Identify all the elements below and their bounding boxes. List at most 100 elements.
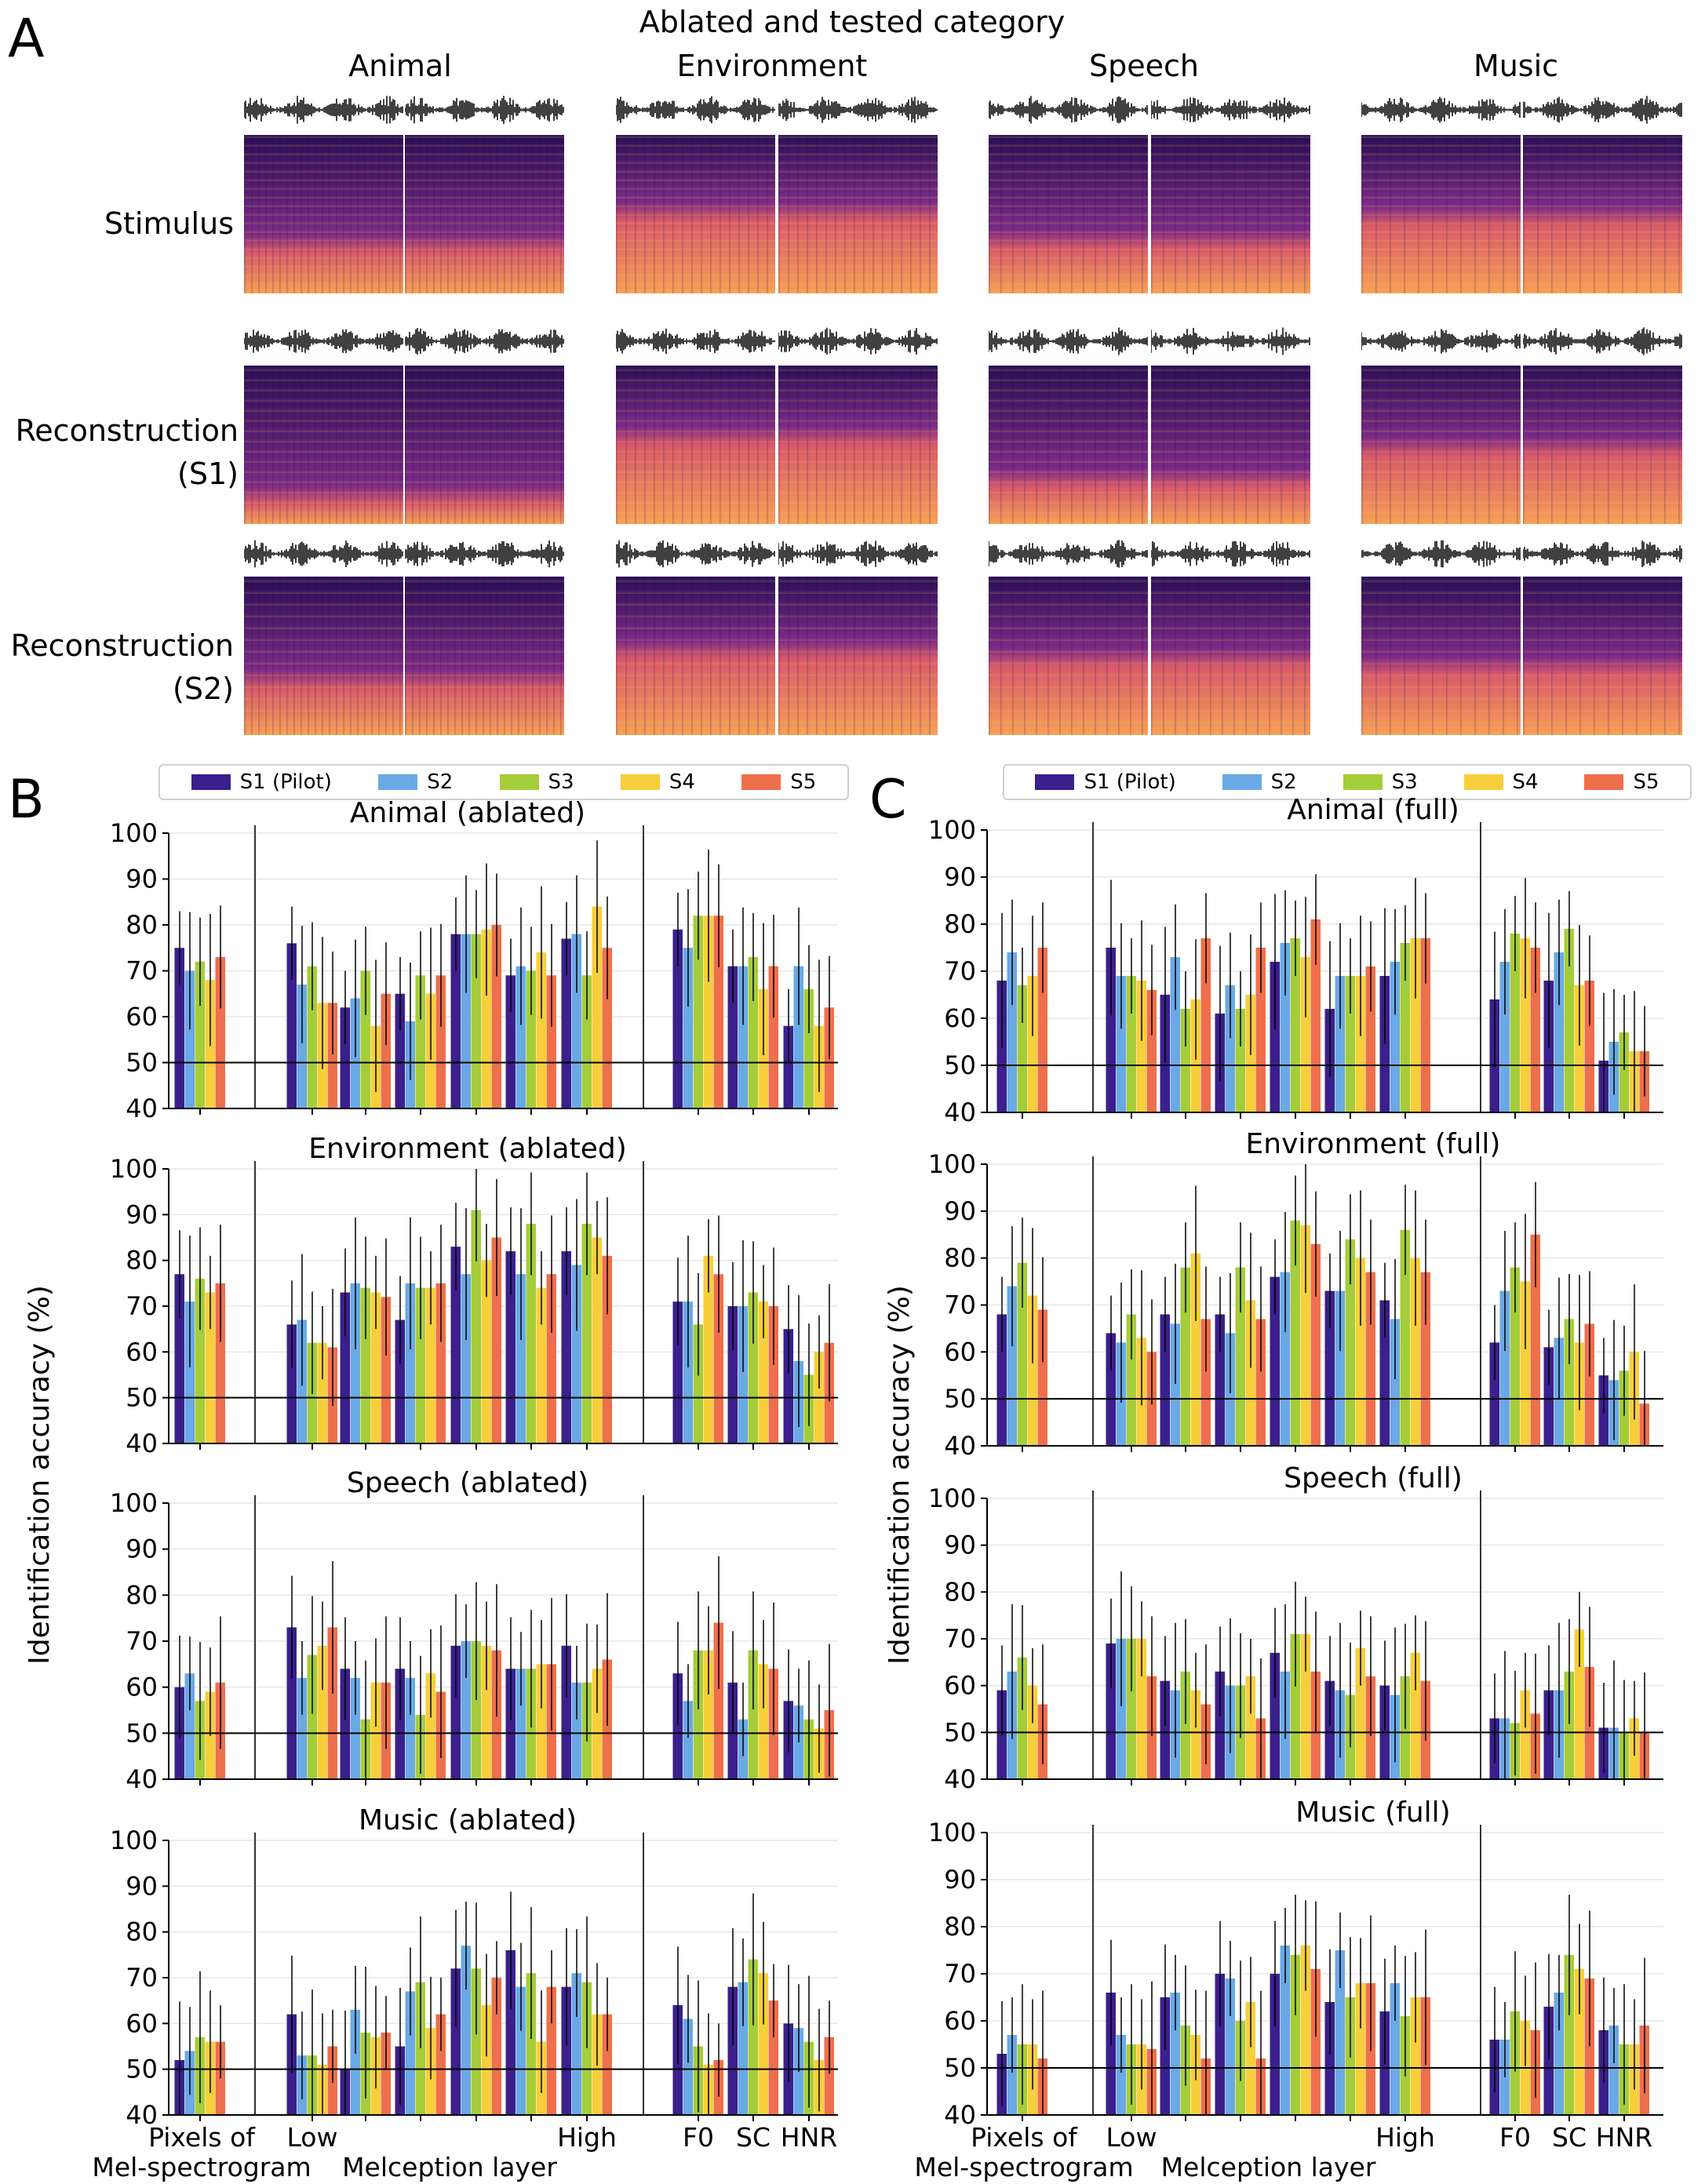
bar-6-s3 <box>526 970 536 1108</box>
bar-9-s1 <box>1543 1347 1554 1446</box>
bar-6-s2 <box>516 1669 526 1779</box>
x-label-low: Low <box>287 2122 338 2153</box>
legend-label-s4-c: S4 <box>1512 770 1539 794</box>
bar-9-s5 <box>768 1306 778 1443</box>
y-tick-label: 70 <box>126 1626 158 1656</box>
bar-2-s3 <box>1126 1639 1136 1779</box>
bar-5-s4 <box>481 929 491 1108</box>
bar-7-s2 <box>571 1265 581 1443</box>
y-tick-label: 90 <box>944 862 976 892</box>
bar-7-s5 <box>602 1255 612 1443</box>
chart-panel-3: 40 50 60 70 80 90 100 Speech (ablated) <box>110 1467 838 1794</box>
y-tick-label: 100 <box>928 1483 976 1513</box>
y-tick-label: 60 <box>126 1337 158 1367</box>
bar-6-s2 <box>1335 1950 1345 2115</box>
bar-7-s2 <box>1390 1983 1400 2115</box>
bar-5-s3 <box>1290 1220 1300 1446</box>
waveform-environment-recon-s1-2 <box>778 327 938 355</box>
y-tick-label: 80 <box>944 1577 976 1607</box>
bar-4-s2 <box>1225 1978 1235 2115</box>
bar-2-s1 <box>1106 1993 1116 2115</box>
bar-4-s1 <box>1215 1974 1225 2115</box>
row-label-reconstruction-s2: Reconstruction (S2) <box>0 624 234 711</box>
y-tick-label: 40 <box>126 1764 158 1794</box>
legend-panel-c: S1 (Pilot) S2 S3 S4 S5 <box>1003 764 1692 800</box>
bar-4-s3 <box>1235 1009 1245 1112</box>
bar-5-s4 <box>1300 1225 1310 1446</box>
waveform-music-stimulus-2 <box>1523 96 1682 124</box>
x-label-melception-layer: Melception layer <box>342 2152 557 2182</box>
bar-10-s3 <box>1619 1032 1629 1112</box>
bar-1-s1 <box>174 1274 184 1443</box>
y-tick-label: 80 <box>126 1246 158 1276</box>
bar-6-s1 <box>505 975 516 1108</box>
spectrogram-environment-stimulus-1 <box>616 135 775 293</box>
bar-5-s4 <box>1300 1946 1310 2115</box>
waveform-animal-recon-s1-2 <box>405 328 564 355</box>
x-label-pixels-line2: Mel-spectrogram <box>914 2152 1133 2182</box>
bar-6-s5 <box>546 1274 556 1443</box>
spectrogram-animal-recon-s1-2 <box>405 366 564 524</box>
y-tick-label: 50 <box>944 1384 976 1414</box>
waveform-music-stimulus-1 <box>1361 96 1521 123</box>
spectrogram-animal-recon-s2-1 <box>244 577 403 735</box>
bar-9-s3 <box>1564 929 1574 1112</box>
y-tick-label: 70 <box>944 1624 976 1654</box>
bar-5-s1 <box>450 1645 461 1779</box>
y-tick-label: 90 <box>944 1531 976 1560</box>
y-tick-label: 90 <box>126 1871 158 1901</box>
bar-7-s1 <box>561 1251 571 1443</box>
bar-6-s1 <box>1324 1290 1335 1446</box>
bar-7-s5 <box>1420 1272 1430 1446</box>
bar-6-s4 <box>536 952 546 1108</box>
bar-4-s1 <box>395 1320 405 1443</box>
bar-3-s5 <box>381 993 391 1108</box>
bar-8-s1 <box>672 929 683 1108</box>
bar-6-s5 <box>1365 966 1375 1112</box>
y-tick-label: 60 <box>944 1337 976 1367</box>
bar-7-s2 <box>571 1973 581 2115</box>
bar-10-s2 <box>1608 2026 1619 2115</box>
row-label-s2-line1: Reconstruction <box>10 628 234 663</box>
spectrogram-animal-stimulus-2 <box>405 135 564 293</box>
bar-8-s5 <box>713 915 723 1108</box>
bar-4-s2 <box>1225 985 1235 1112</box>
bar-5-s5 <box>1310 1969 1321 2115</box>
y-tick-label: 40 <box>126 2100 158 2130</box>
spectrogram-animal-stimulus-1 <box>244 135 403 293</box>
bar-7-s3 <box>1400 1229 1410 1446</box>
bar-9-s4 <box>758 1973 768 2115</box>
spectrogram-environment-recon-s2-1 <box>616 577 775 735</box>
bar-9-s4 <box>1574 985 1584 1112</box>
y-tick-label: 60 <box>126 2008 158 2038</box>
bar-8-s3 <box>693 915 703 1108</box>
spectrogram-music-stimulus-1 <box>1361 135 1521 293</box>
bar-8-s5 <box>713 1274 723 1443</box>
bar-8-s1 <box>1489 1342 1499 1446</box>
y-tick-label: 100 <box>110 1154 158 1184</box>
y-tick-label: 60 <box>126 1002 158 1032</box>
bar-3-s5 <box>381 2033 391 2115</box>
bar-4-s3 <box>415 1982 425 2115</box>
bar-3-s2 <box>350 1677 360 1779</box>
waveform-speech-recon-s2-2 <box>1151 541 1310 567</box>
y-tick-label: 50 <box>126 2055 158 2084</box>
bar-5-s1 <box>450 934 461 1108</box>
bar-2-s3 <box>1126 1314 1136 1446</box>
y-tick-label: 50 <box>944 2053 976 2083</box>
bar-7-s1 <box>561 1986 571 2115</box>
x-label-hnr: HNR <box>1596 2122 1652 2153</box>
y-tick-label: 70 <box>944 1290 976 1320</box>
bar-3-s3 <box>360 1287 370 1443</box>
bar-2-s1 <box>1106 1643 1116 1779</box>
chart-title-8: Music (full) <box>1295 1796 1450 1829</box>
bar-4-s3 <box>415 975 425 1108</box>
bar-3-s2 <box>1170 957 1180 1112</box>
bar-3-s4 <box>1190 1690 1200 1779</box>
waveform-music-recon-s2-1 <box>1361 540 1521 568</box>
spectrogram-animal-recon-s2-2 <box>405 577 564 735</box>
legend-label-s5-c: S5 <box>1633 770 1659 794</box>
chart-panel-8: 40 50 60 70 80 90 100 Music (full) <box>928 1796 1663 2130</box>
bar-1-s3 <box>195 1279 205 1443</box>
legend-swatch-s3-c <box>1343 774 1383 790</box>
